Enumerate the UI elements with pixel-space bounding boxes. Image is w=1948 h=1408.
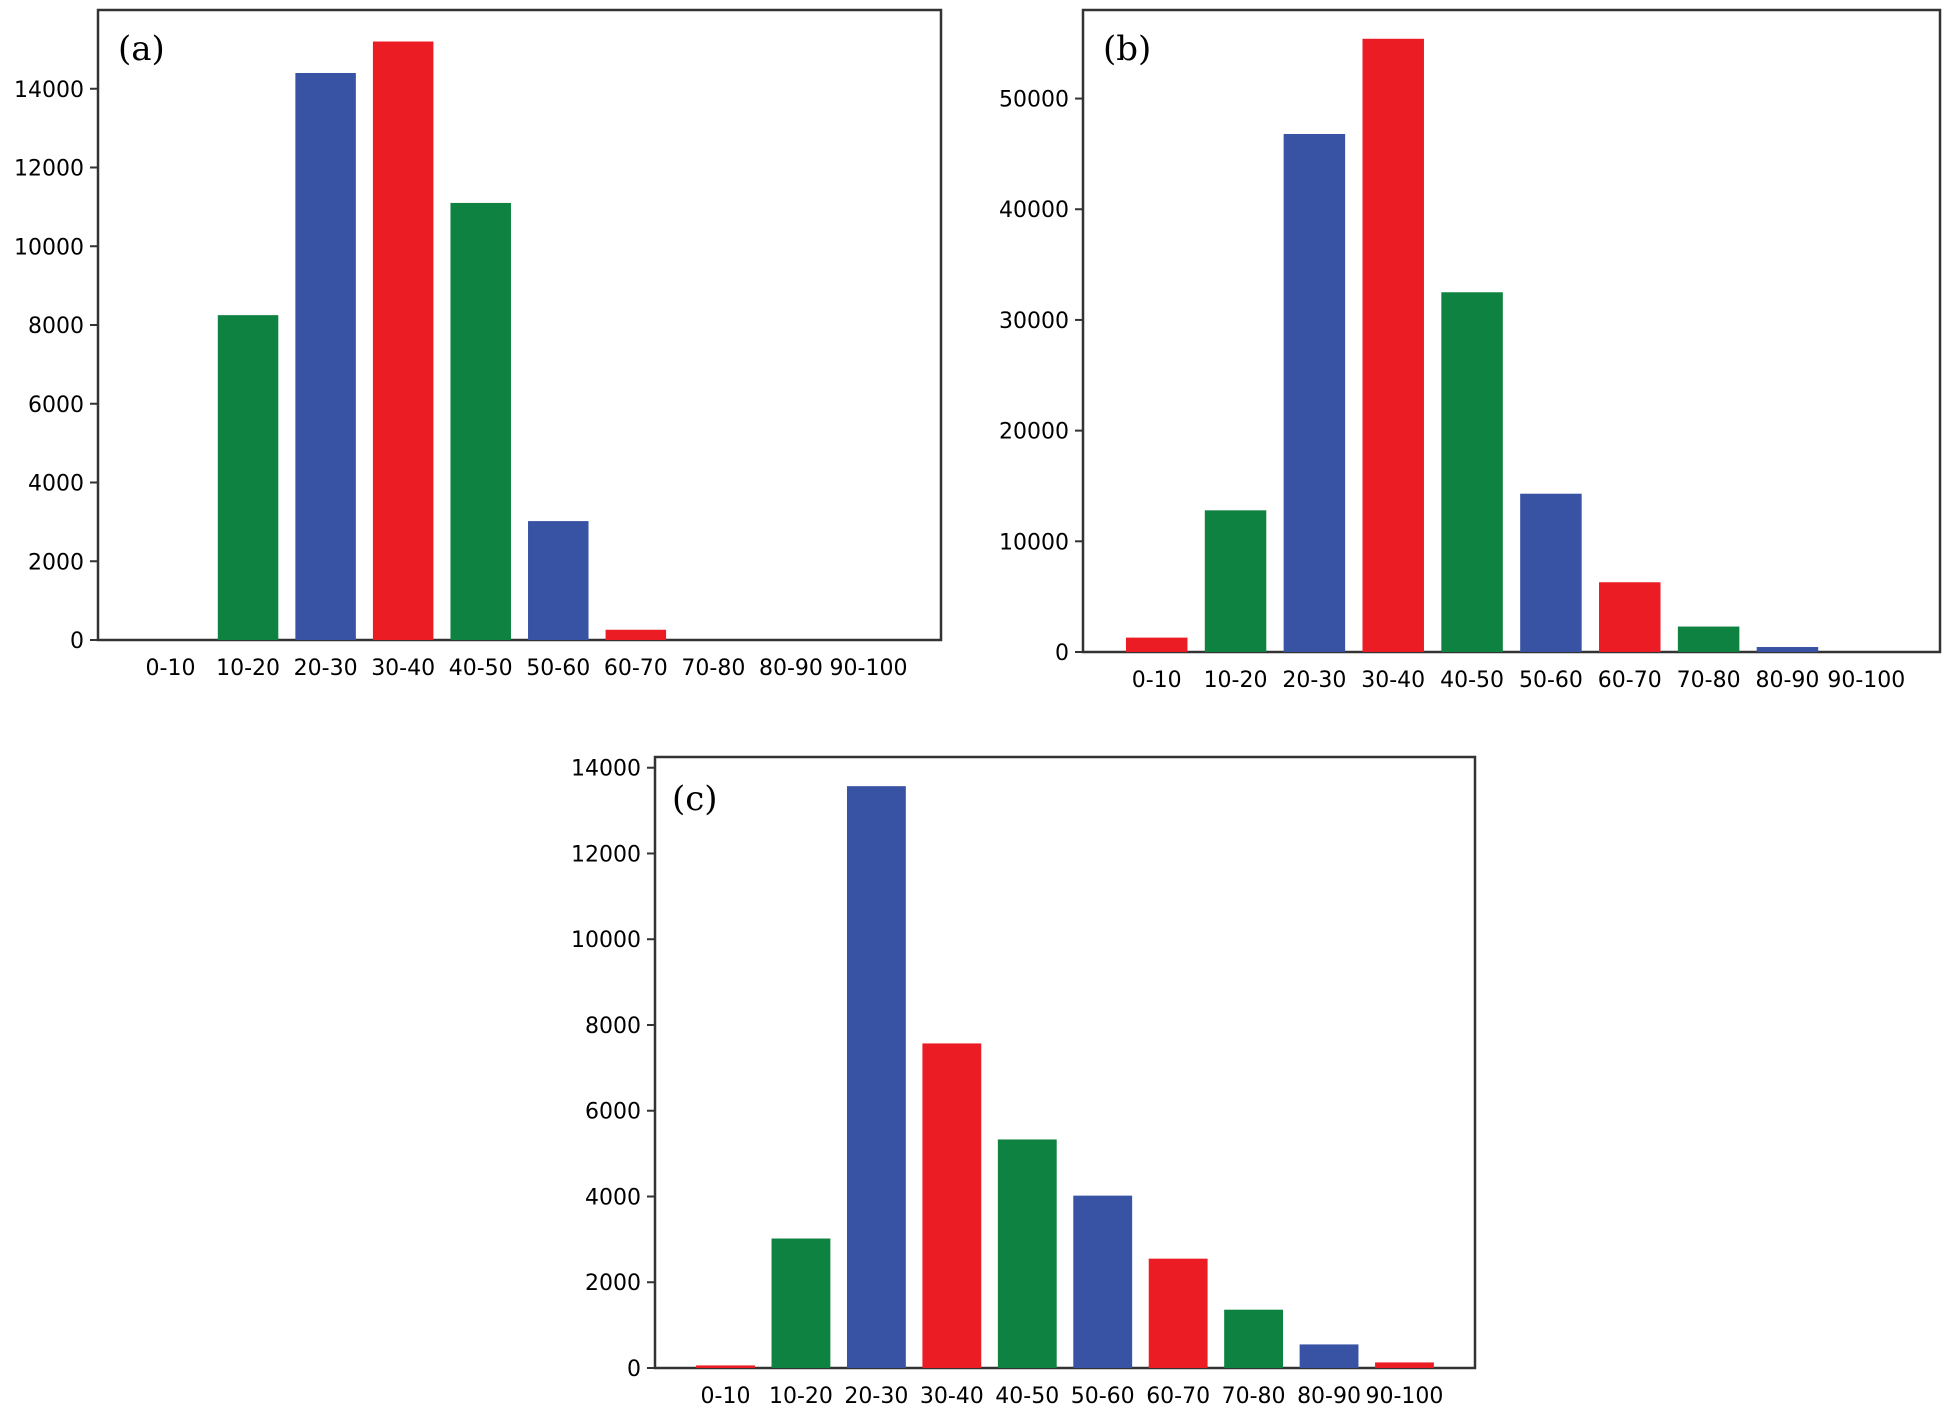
bar-80-90 [1299, 1344, 1359, 1368]
bar-50-60 [528, 521, 589, 640]
x-tick-label: 30-40 [920, 1384, 984, 1408]
y-tick-label: 12000 [14, 157, 84, 182]
bar-10-20 [1204, 510, 1267, 652]
bar-20-30 [846, 786, 906, 1368]
bar-60-70 [1148, 1258, 1208, 1368]
x-tick-label: 40-50 [449, 656, 513, 681]
plot-frame [1081, 8, 1942, 654]
x-tick-label: 40-50 [1440, 668, 1504, 693]
x-tick-label: 20-30 [844, 1384, 908, 1408]
y-tick-label: 0 [1055, 641, 1069, 666]
x-tick-label: 90-100 [1827, 668, 1905, 693]
y-tick-label: 0 [627, 1357, 641, 1382]
bar-10-20 [217, 315, 279, 640]
x-tick-label: 60-70 [604, 656, 668, 681]
bar-40-50 [450, 202, 511, 640]
bar-40-50 [997, 1139, 1057, 1368]
bar-0-10 [1125, 637, 1188, 652]
x-tick-label: 50-60 [1071, 1384, 1135, 1408]
y-tick-label: 14000 [571, 757, 641, 782]
panel-label: (a) [118, 29, 165, 69]
chart-panel-3: 0-10 10-20 20-30 30-40 40-50 50-60 60-70 70-80 8… [571, 755, 1477, 1408]
x-tick-label: 80-90 [759, 656, 823, 681]
x-tick-label: 60-70 [1146, 1384, 1210, 1408]
x-tick-label: 10-20 [216, 656, 280, 681]
y-tick-label: 6000 [28, 393, 84, 418]
x-tick-label: 10-20 [769, 1384, 833, 1408]
y-tick-label: 20000 [999, 420, 1069, 445]
x-tick-label: 70-80 [1222, 1384, 1286, 1408]
panel-label: (b) [1103, 29, 1151, 69]
bar-20-30 [295, 73, 356, 640]
y-tick-label: 10000 [571, 928, 641, 953]
y-tick-label: 0 [70, 629, 84, 654]
bar-90-100 [1375, 1362, 1434, 1368]
bar-20-30 [1283, 133, 1346, 652]
x-tick-label: 50-60 [526, 656, 590, 681]
bar-40-50 [1441, 292, 1503, 652]
x-tick-label: 80-90 [1297, 1384, 1361, 1408]
x-tick-label: 30-40 [1361, 668, 1425, 693]
x-tick-label: 0-10 [1132, 668, 1182, 693]
bar-70-80 [1677, 626, 1740, 652]
y-tick-label: 10000 [14, 235, 84, 260]
bar-80-90 [1756, 647, 1819, 652]
bar-30-40 [1362, 38, 1424, 653]
y-tick-label: 10000 [999, 530, 1069, 555]
y-tick-label: 4000 [585, 1185, 641, 1210]
x-tick-label: 70-80 [1677, 668, 1741, 693]
x-tick-label: 90-100 [1366, 1384, 1444, 1408]
bar-30-40 [922, 1043, 982, 1368]
bar-0-10 [696, 1365, 755, 1368]
chart-panel-2: 0-10 10-20 20-30 30-40 40-50 50-60 60-70 70-80 8… [999, 8, 1942, 693]
x-tick-label: 40-50 [995, 1384, 1059, 1408]
y-tick-label: 2000 [585, 1271, 641, 1296]
y-tick-label: 14000 [14, 78, 84, 103]
panel-label: (c) [672, 779, 718, 819]
y-tick-label: 50000 [999, 88, 1069, 113]
y-tick-label: 40000 [999, 198, 1069, 223]
x-tick-label: 0-10 [701, 1384, 751, 1408]
x-tick-label: 20-30 [1282, 668, 1346, 693]
y-tick-label: 8000 [585, 1014, 641, 1039]
plot-frame [653, 755, 1477, 1370]
bar-30-40 [372, 41, 434, 640]
bar-50-60 [1520, 493, 1582, 652]
bar-60-70 [605, 629, 667, 640]
y-tick-label: 12000 [571, 842, 641, 867]
x-tick-label: 30-40 [371, 656, 435, 681]
bar-70-80 [1224, 1309, 1284, 1368]
x-tick-label: 20-30 [294, 656, 358, 681]
x-tick-label: 90-100 [830, 656, 908, 681]
y-tick-label: 30000 [999, 309, 1069, 334]
y-tick-label: 6000 [585, 1100, 641, 1125]
y-tick-label: 2000 [28, 550, 84, 575]
x-tick-label: 50-60 [1519, 668, 1583, 693]
x-tick-label: 80-90 [1755, 668, 1819, 693]
x-tick-label: 10-20 [1204, 668, 1268, 693]
x-tick-label: 0-10 [146, 656, 196, 681]
x-tick-label: 70-80 [681, 656, 745, 681]
y-tick-label: 4000 [28, 472, 84, 497]
x-tick-label: 60-70 [1598, 668, 1662, 693]
bar-60-70 [1599, 582, 1661, 652]
y-tick-label: 8000 [28, 314, 84, 339]
chart-panel-1: 0-10 10-20 20-30 30-40 40-50 50-60 60-70 70-80 8… [14, 8, 943, 681]
bar-10-20 [771, 1238, 831, 1368]
bar-50-60 [1073, 1195, 1133, 1368]
